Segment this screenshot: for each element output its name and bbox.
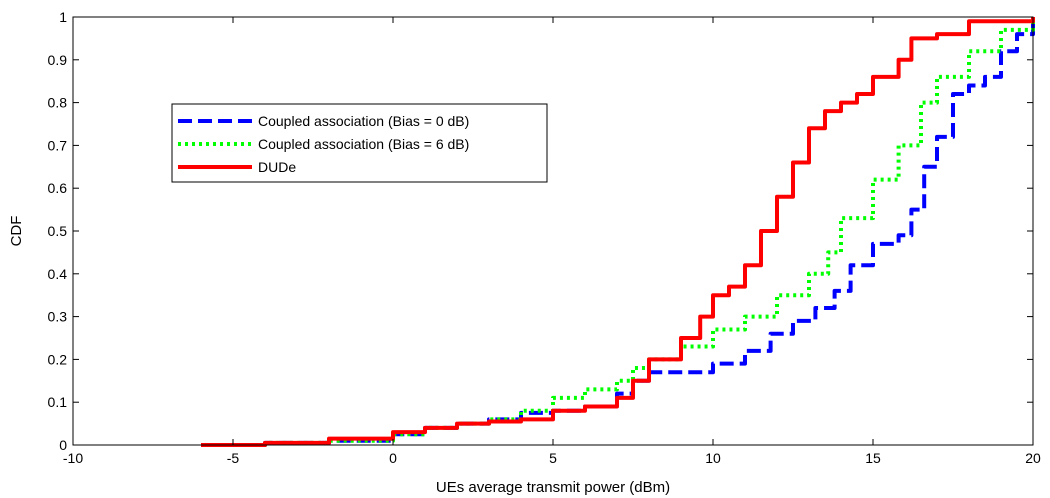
legend-label-0: Coupled association (Bias = 0 dB) bbox=[258, 113, 469, 129]
y-axis-label: CDF bbox=[8, 216, 25, 247]
x-tick-label: -10 bbox=[63, 450, 83, 466]
x-tick-label: -5 bbox=[227, 450, 240, 466]
ticks-layer: -10 -5 0 5 10 15 20 0 0.1 0.2 0.3 0.4 0.5 0.6 0.7 0.8 0.… bbox=[48, 9, 1041, 466]
y-tick-label: 1 bbox=[59, 9, 67, 25]
x-axis-label: UEs average transmit power (dBm) bbox=[436, 479, 670, 496]
legend: Coupled association (Bias = 0 dB) Coupled… bbox=[171, 103, 548, 183]
y-tick-label: 0.9 bbox=[48, 52, 68, 68]
legend-label-2: DUDe bbox=[258, 159, 296, 175]
x-tick-label: 0 bbox=[389, 450, 397, 466]
y-tick-label: 0.8 bbox=[48, 95, 68, 111]
legend-label-1: Coupled association (Bias = 6 dB) bbox=[258, 136, 469, 152]
x-tick-label: 10 bbox=[705, 450, 721, 466]
y-tick-label: 0.2 bbox=[48, 351, 68, 367]
series-line-2 bbox=[201, 17, 1035, 447]
y-tick-label: 0.5 bbox=[48, 223, 68, 239]
y-tick-label: 0.6 bbox=[48, 180, 68, 196]
x-tick-label: 20 bbox=[1025, 450, 1041, 466]
y-tick-label: 0.1 bbox=[48, 394, 68, 410]
y-tick-label: 0.7 bbox=[48, 137, 68, 153]
y-tick-label: 0.3 bbox=[48, 309, 68, 325]
x-tick-label: 5 bbox=[549, 450, 557, 466]
x-tick-label: 15 bbox=[865, 450, 881, 466]
legend-items: Coupled association (Bias = 0 dB) Coupled… bbox=[178, 113, 469, 175]
y-tick-label: 0 bbox=[59, 437, 67, 453]
series-layer bbox=[201, 17, 1035, 447]
y-tick-label: 0.4 bbox=[48, 266, 68, 282]
plot-background bbox=[73, 17, 1033, 445]
